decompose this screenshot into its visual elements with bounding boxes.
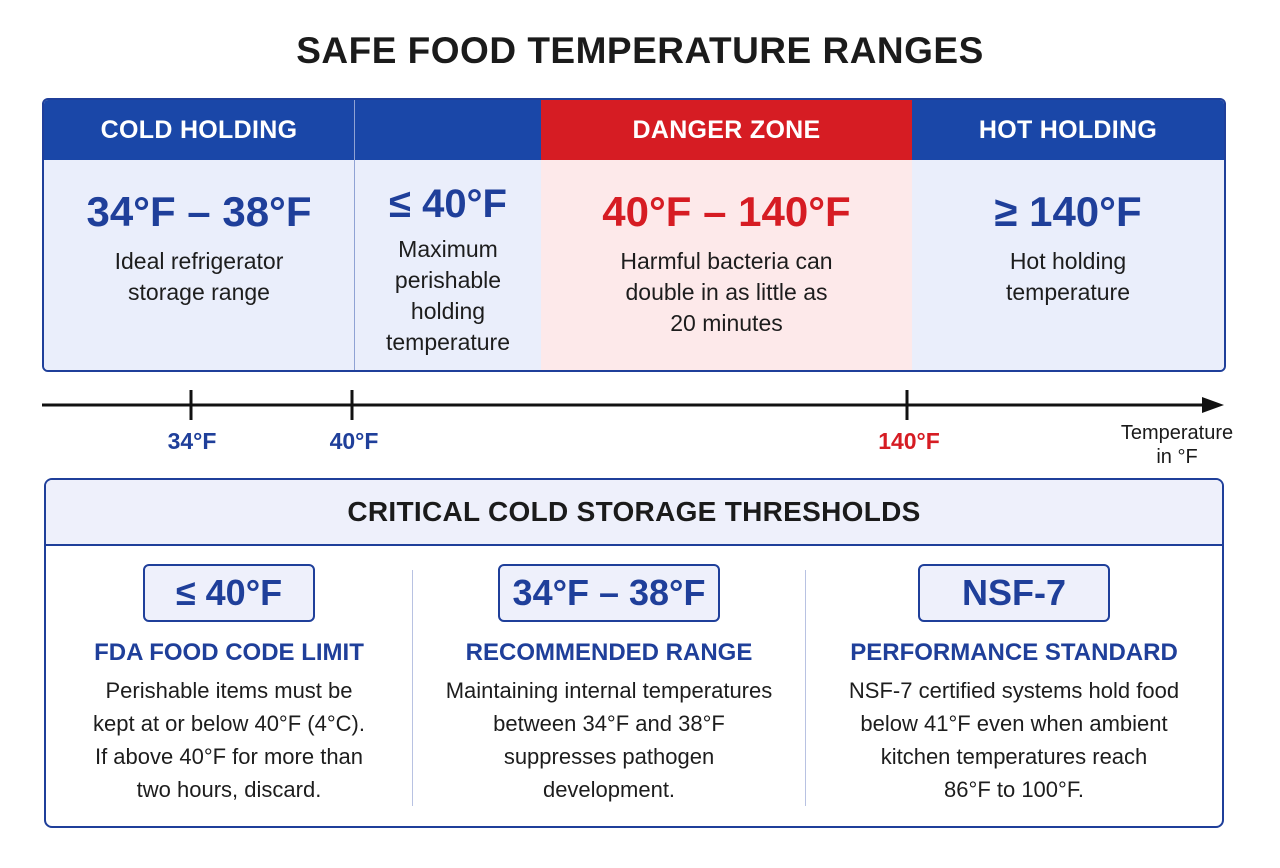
danger-zone-desc-line: 20 minutes (670, 310, 783, 336)
max-perishable-column: ≤ 40°F Maximum perishable holding temper… (354, 100, 541, 370)
cold-holding-header-label: COLD HOLDING (100, 115, 298, 144)
hot-holding-value: ≥ 140°F (994, 188, 1142, 235)
threshold-text-line: kitchen temperatures reach (880, 744, 1148, 769)
cold-holding-value: 34°F – 38°F (86, 188, 312, 235)
temperature-range-table: COLD HOLDING 34°F – 38°F Ideal refrigera… (42, 98, 1226, 372)
threshold-text-line: two hours, discard. (136, 777, 322, 802)
danger-zone-header-label: DANGER ZONE (632, 115, 821, 144)
max-perishable-header (355, 100, 541, 160)
axis-title-line: in °F (1156, 446, 1198, 468)
cold-holding-desc-line: storage range (128, 279, 270, 305)
danger-zone-desc-line: Harmful bacteria can (620, 248, 833, 274)
cold-holding-header: COLD HOLDING (44, 100, 354, 160)
danger-zone-value: 40°F – 140°F (602, 188, 851, 235)
threshold-text-line: NSF-7 certified systems hold food (848, 678, 1180, 703)
threshold-text-line: Maintaining internal temperatures (445, 678, 773, 703)
threshold-card-fda: ≤ 40°F FDA FOOD CODE LIMIT Perishable it… (46, 546, 412, 826)
hot-holding-header-label: HOT HOLDING (978, 115, 1158, 144)
danger-zone-desc-line: double in as little as (625, 279, 828, 305)
threshold-text-line: below 41°F even when ambient (860, 711, 1168, 736)
thresholds-heading: CRITICAL COLD STORAGE THRESHOLDS (46, 480, 1222, 546)
max-perishable-desc-line: temperature (385, 329, 510, 355)
axis-title-line: Temperature (1120, 422, 1234, 444)
threshold-text-line: development. (542, 777, 676, 802)
hot-holding-column: HOT HOLDING ≥ 140°F Hot holding temperat… (912, 100, 1224, 370)
threshold-card-recommended: 34°F – 38°F RECOMMENDED RANGE Maintainin… (413, 546, 805, 826)
danger-zone-header: DANGER ZONE (541, 100, 912, 160)
threshold-text-line: suppresses pathogen (503, 744, 715, 769)
threshold-label: FDA FOOD CODE LIMIT (94, 639, 364, 666)
hot-holding-header: HOT HOLDING (912, 100, 1224, 160)
threshold-badge: NSF-7 (918, 564, 1110, 622)
danger-zone-column: DANGER ZONE 40°F – 140°F Harmful bacteri… (541, 100, 912, 370)
threshold-badge: 34°F – 38°F (498, 564, 720, 622)
card-divider (412, 570, 413, 806)
axis-title: Temperature in °F (1114, 421, 1240, 469)
max-perishable-desc-line: holding (410, 298, 486, 324)
cold-storage-thresholds-panel: CRITICAL COLD STORAGE THRESHOLDS ≤ 40°F … (44, 478, 1224, 828)
max-perishable-desc-line: perishable (394, 267, 502, 293)
hot-holding-desc-line: temperature (1005, 279, 1130, 305)
threshold-label: RECOMMENDED RANGE (465, 639, 753, 666)
page-title: SAFE FOOD TEMPERATURE RANGES (296, 30, 984, 71)
threshold-label: PERFORMANCE STANDARD (850, 639, 1178, 666)
threshold-text-line: If above 40°F for more than (94, 744, 364, 769)
card-divider (805, 570, 806, 806)
threshold-card-nsf7: NSF-7 PERFORMANCE STANDARD NSF-7 certifi… (806, 546, 1222, 826)
max-perishable-value: ≤ 40°F (389, 182, 507, 226)
axis-tick-label: 40°F (329, 428, 379, 454)
threshold-text-line: Perishable items must be (105, 678, 353, 703)
cold-holding-desc-line: Ideal refrigerator (114, 248, 284, 274)
threshold-text-line: between 34°F and 38°F (493, 711, 725, 736)
max-perishable-desc-line: Maximum (398, 236, 498, 262)
axis-arrowhead (1202, 397, 1224, 413)
threshold-text-line: kept at or below 40°F (4°C). (93, 711, 365, 736)
threshold-badge: ≤ 40°F (143, 564, 315, 622)
axis-tick-label: 34°F (167, 428, 217, 454)
axis-tick-label: 140°F (878, 428, 940, 454)
hot-holding-desc-line: Hot holding (1009, 248, 1127, 274)
threshold-text-line: 86°F to 100°F. (944, 777, 1084, 802)
temperature-axis (42, 390, 1224, 420)
cold-holding-column: COLD HOLDING 34°F – 38°F Ideal refrigera… (44, 100, 354, 370)
